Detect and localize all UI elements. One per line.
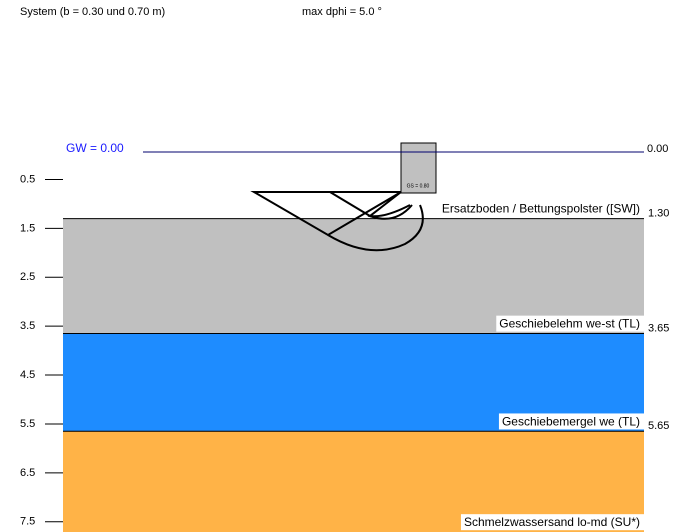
layer-depth: 3.65	[648, 322, 669, 334]
layer-label-bg	[438, 200, 644, 217]
layer-name: Schmelzwassersand lo-md (SU*)	[464, 515, 640, 529]
layer-depth: 5.65	[648, 420, 669, 432]
depth-tick-label: 4.5	[20, 369, 35, 381]
layer-name: Geschiebemergel we (TL)	[502, 414, 640, 428]
depth-tick-label: 3.5	[20, 320, 35, 332]
foundation-label: GS = 0.80	[407, 183, 430, 189]
slip-surface	[250, 191, 424, 252]
depth-tick-label: 2.5	[20, 271, 35, 283]
depth-tick-label: 7.5	[20, 516, 35, 528]
system-label: System (b = 0.30 und 0.70 m)	[20, 6, 165, 18]
layer-name: Ersatzboden / Bettungspolster ([SW])	[442, 202, 640, 216]
depth-tick-label: 1.5	[20, 222, 35, 234]
soil-layer	[63, 218, 644, 334]
foundation	[400, 142, 437, 194]
depth-tick-label: 0.5	[20, 173, 35, 185]
groundwater-depth: 0.00	[647, 143, 668, 155]
depth-tick-label: 6.5	[20, 467, 35, 479]
layer-depth: 1.30	[648, 207, 669, 219]
layer-name: Geschiebelehm we-st (TL)	[499, 317, 640, 331]
depth-tick-label: 5.5	[20, 418, 35, 430]
layer-label-bg	[496, 315, 644, 332]
dphi-label: max dphi = 5.0 °	[302, 6, 382, 18]
layer-label-bg	[460, 514, 644, 531]
layer-label-bg	[498, 413, 644, 430]
groundwater-label: GW = 0.00	[66, 141, 124, 155]
